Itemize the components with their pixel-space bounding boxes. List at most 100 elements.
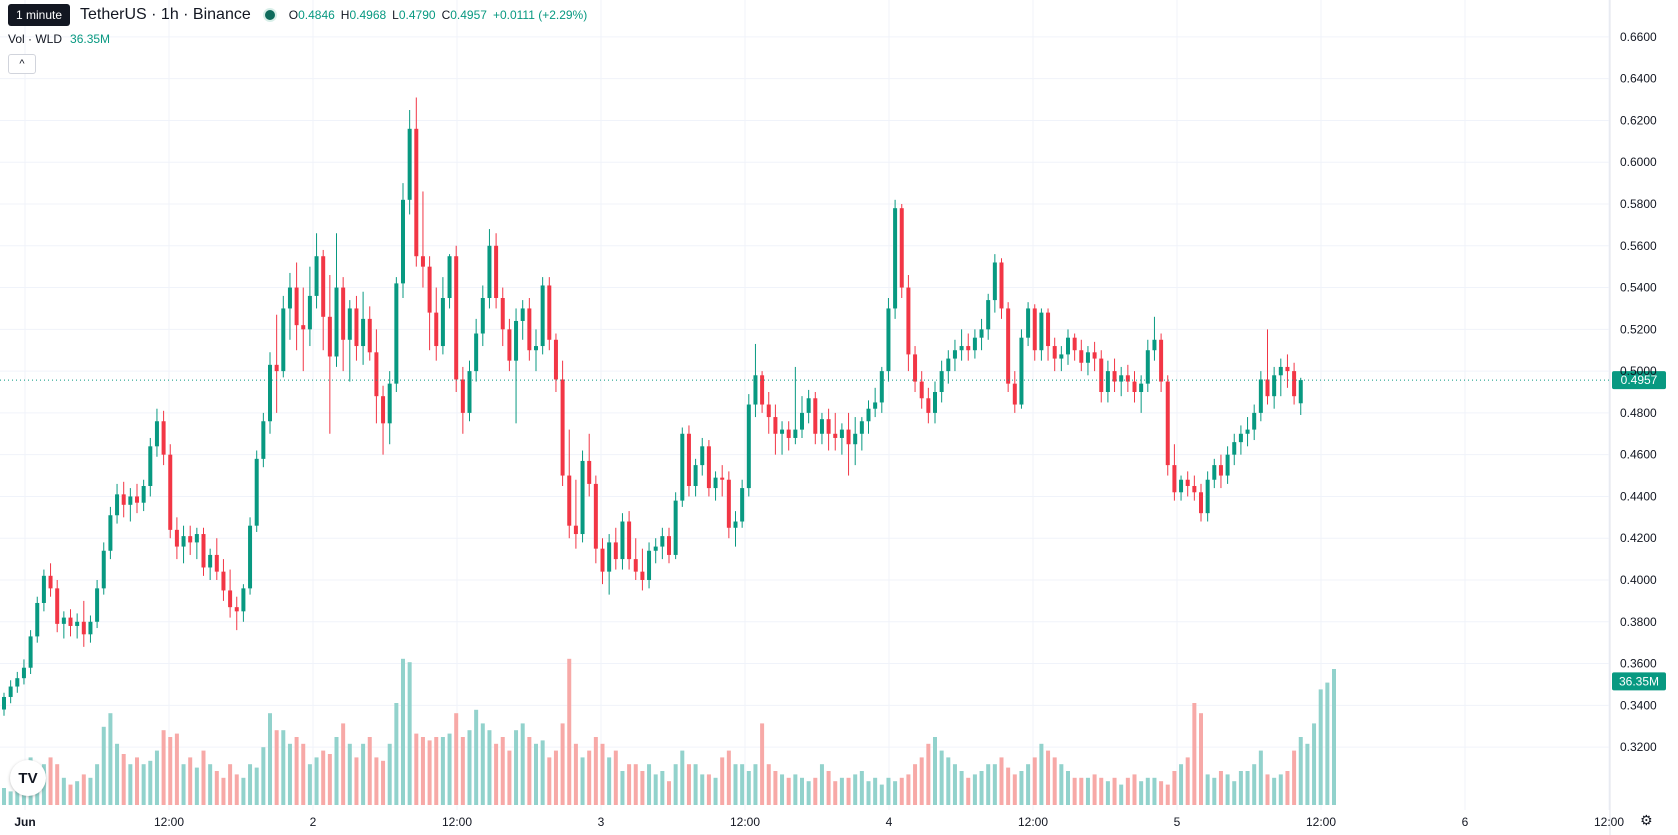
candle-body [374, 352, 379, 397]
candle-body [1152, 339, 1157, 351]
volume-bar [68, 784, 73, 805]
candle [314, 233, 319, 309]
candle [28, 630, 33, 674]
volume-bar [893, 781, 898, 805]
candle-body [1205, 479, 1210, 514]
candle [354, 295, 359, 361]
candle-body [706, 446, 711, 489]
candle [274, 314, 279, 413]
candle-body [61, 617, 66, 624]
volume-legend[interactable]: Vol · WLD 36.35M [8, 32, 110, 46]
volume-bar [61, 777, 66, 805]
volume-bar [261, 747, 266, 805]
volume-bar [527, 737, 532, 805]
volume-bar [906, 774, 911, 805]
volume-bar [913, 764, 918, 805]
candle [221, 559, 226, 601]
volume-bar [1252, 764, 1257, 805]
candle [407, 110, 412, 215]
volume-bar [946, 757, 951, 805]
candle [174, 517, 179, 560]
candle [700, 437, 705, 476]
time-axis: Jun12:00212:00312:00412:00512:00612:0071… [14, 815, 1624, 829]
candle [2, 692, 6, 716]
volume-bar [806, 781, 811, 805]
candle [680, 427, 685, 507]
candle-body [1059, 354, 1064, 359]
candle [447, 254, 452, 309]
tradingview-logo-icon[interactable]: TV [10, 760, 46, 796]
candle [141, 479, 146, 512]
candle-body [853, 433, 858, 445]
volume-bar [826, 771, 831, 805]
time-tick-label: Jun [14, 815, 35, 829]
candle [1205, 471, 1210, 522]
candle-body [1298, 380, 1303, 404]
symbol-title[interactable]: TetherUS · 1h · Binance [80, 6, 251, 23]
price-tick-label: 0.5600 [1620, 239, 1657, 253]
candle [1272, 366, 1277, 409]
volume-bar [301, 743, 306, 805]
price-tick-label: 0.3200 [1620, 740, 1657, 754]
candle-body [1119, 375, 1124, 382]
volume-bar [886, 777, 891, 805]
candle [580, 450, 585, 543]
candle-body [726, 479, 731, 528]
volume-bar [81, 774, 86, 805]
volume-bar [720, 757, 725, 805]
candle-body [1066, 337, 1070, 355]
candle [327, 275, 332, 434]
candle [201, 527, 206, 576]
candle [627, 511, 632, 570]
price-tick-label: 0.4400 [1620, 489, 1657, 503]
volume-bar [294, 737, 299, 805]
candle-body [913, 354, 918, 382]
candle-body [1172, 465, 1177, 493]
candle-body [746, 404, 751, 489]
volume-bar [268, 713, 272, 805]
candle-body [1026, 308, 1031, 338]
last-price-line: 0.4957 36.35M [0, 371, 1666, 691]
candle [866, 400, 871, 434]
candle [560, 360, 565, 486]
candle [88, 615, 93, 643]
volume-bar [95, 764, 100, 805]
candle-body [1079, 350, 1084, 363]
candle-body [1212, 465, 1217, 480]
volume-bar [1325, 682, 1330, 805]
volume-bar [966, 777, 971, 805]
candle-body [261, 421, 266, 459]
volume-bar [135, 757, 139, 805]
volume-bar [1305, 743, 1310, 805]
candle [1172, 444, 1177, 501]
candle-body [141, 486, 146, 503]
candle-body [68, 617, 73, 626]
volume-bar [248, 764, 253, 805]
candle-body [560, 379, 565, 476]
candle [620, 513, 625, 570]
interval-tooltip: 1 minute [8, 4, 71, 26]
candle-body [939, 371, 944, 392]
candle [135, 483, 139, 514]
candle [660, 527, 665, 560]
candle [1066, 329, 1070, 365]
candle [1225, 446, 1230, 484]
candle [1252, 404, 1257, 441]
candle [95, 580, 100, 629]
candle-body [660, 536, 665, 547]
volume-bar [819, 764, 824, 805]
volume-bar [540, 740, 545, 805]
chevron-up-icon[interactable]: ^ [8, 54, 36, 74]
volume-bar [1052, 757, 1057, 805]
gear-icon[interactable]: ⚙ [1640, 812, 1653, 828]
candle-body [806, 398, 811, 413]
time-tick-label: 4 [886, 815, 893, 829]
volume-bar [1105, 781, 1110, 805]
candle-body [2, 696, 6, 710]
candle-body [793, 429, 798, 438]
volume-bar [839, 777, 844, 805]
volume-bar [141, 764, 146, 805]
volume-value: 36.35M [70, 32, 111, 46]
candle [979, 318, 984, 351]
